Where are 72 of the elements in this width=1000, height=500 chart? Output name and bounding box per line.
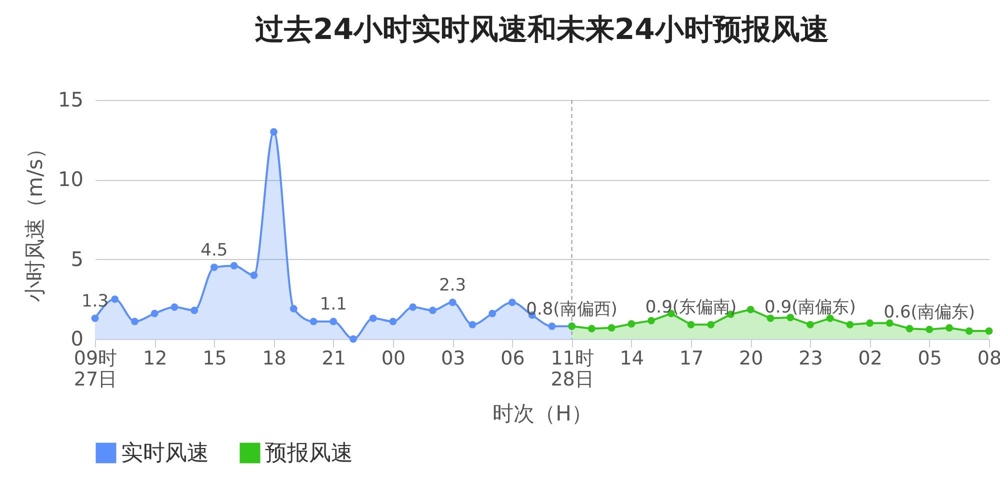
data-label: 0.8(南偏西) <box>526 299 618 320</box>
point <box>369 314 377 322</box>
x-axis-title: 时次（H） <box>492 402 592 426</box>
x-tick-label: 11时 28日 <box>550 348 594 390</box>
point <box>766 314 774 322</box>
x-tick-label: 14 <box>620 348 644 370</box>
point <box>330 318 338 326</box>
point <box>746 306 754 314</box>
point <box>250 272 258 279</box>
point <box>350 335 357 343</box>
point <box>389 318 397 326</box>
x-tick-label: 18 <box>262 348 286 370</box>
y-tick-label: 5 <box>70 246 84 271</box>
x-tick-label: 05 <box>918 348 942 370</box>
x-tick-label: 12 <box>143 348 168 370</box>
point <box>488 310 496 318</box>
point <box>687 320 695 328</box>
point <box>270 128 278 136</box>
point <box>826 314 834 322</box>
point <box>965 327 973 335</box>
data-label: 4.5 <box>200 240 228 260</box>
point <box>150 310 158 318</box>
y-axis-title: 小时风速（m/s） <box>23 138 48 302</box>
point <box>946 324 953 332</box>
data-label: 1.3 <box>81 291 109 312</box>
point <box>588 324 596 332</box>
x-tick-label: 23 <box>798 348 823 370</box>
y-tick-label: 0 <box>70 326 84 350</box>
point <box>230 262 238 270</box>
y-tick-label: 15 <box>58 88 84 112</box>
point <box>906 324 914 332</box>
x-tick-label: 00 <box>381 348 406 370</box>
point <box>866 319 874 327</box>
point <box>190 306 198 314</box>
point <box>846 320 854 328</box>
x-tick-label: 17 <box>679 348 704 370</box>
point <box>548 322 556 330</box>
x-tick-label: 15 <box>202 348 227 370</box>
point <box>628 320 636 328</box>
data-label: 1.1 <box>320 294 347 314</box>
point <box>806 320 814 328</box>
legend-label: 预报风速 <box>265 441 353 466</box>
x-tick-label: 09时 27日 <box>74 348 118 390</box>
point <box>985 327 993 335</box>
point <box>409 303 417 311</box>
point <box>111 295 119 303</box>
point <box>290 305 298 312</box>
point <box>926 326 934 334</box>
point <box>448 298 456 306</box>
point <box>648 316 655 324</box>
point <box>468 320 476 328</box>
point <box>608 324 616 332</box>
point <box>91 314 99 322</box>
chart-title: 过去24小时实时风速和未来24小时预报风速 <box>255 12 829 46</box>
x-tick-label: 08 <box>977 348 1000 370</box>
point <box>707 320 715 328</box>
x-tick-label: 20 <box>739 348 764 370</box>
point <box>429 306 436 314</box>
data-label: 0.6(南偏东) <box>884 302 976 322</box>
point <box>508 298 516 306</box>
point <box>310 318 318 326</box>
x-tick-label: 03 <box>441 348 466 370</box>
x-tick-label: 21 <box>322 348 346 370</box>
data-label: 2.3 <box>439 275 466 296</box>
data-label: 0.9(南偏东) <box>764 298 856 318</box>
x-tick-label: 02 <box>858 348 882 370</box>
point <box>170 303 178 311</box>
legend-label: 实时风速 <box>121 441 209 466</box>
point <box>131 318 138 326</box>
x-tick-label: 06 <box>500 348 525 370</box>
point <box>210 264 218 271</box>
y-tick-label: 10 <box>58 167 84 192</box>
